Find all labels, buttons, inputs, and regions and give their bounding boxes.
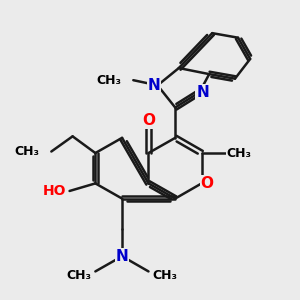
Text: O: O xyxy=(142,113,155,128)
Text: O: O xyxy=(201,176,214,191)
Text: CH₃: CH₃ xyxy=(97,74,122,87)
Text: CH₃: CH₃ xyxy=(67,268,92,282)
Text: CH₃: CH₃ xyxy=(226,146,251,160)
Text: N: N xyxy=(116,249,128,264)
Text: N: N xyxy=(148,78,160,93)
Text: N: N xyxy=(196,85,209,100)
Text: CH₃: CH₃ xyxy=(15,145,40,158)
Text: CH₃: CH₃ xyxy=(152,268,177,282)
Text: HO: HO xyxy=(43,184,67,198)
